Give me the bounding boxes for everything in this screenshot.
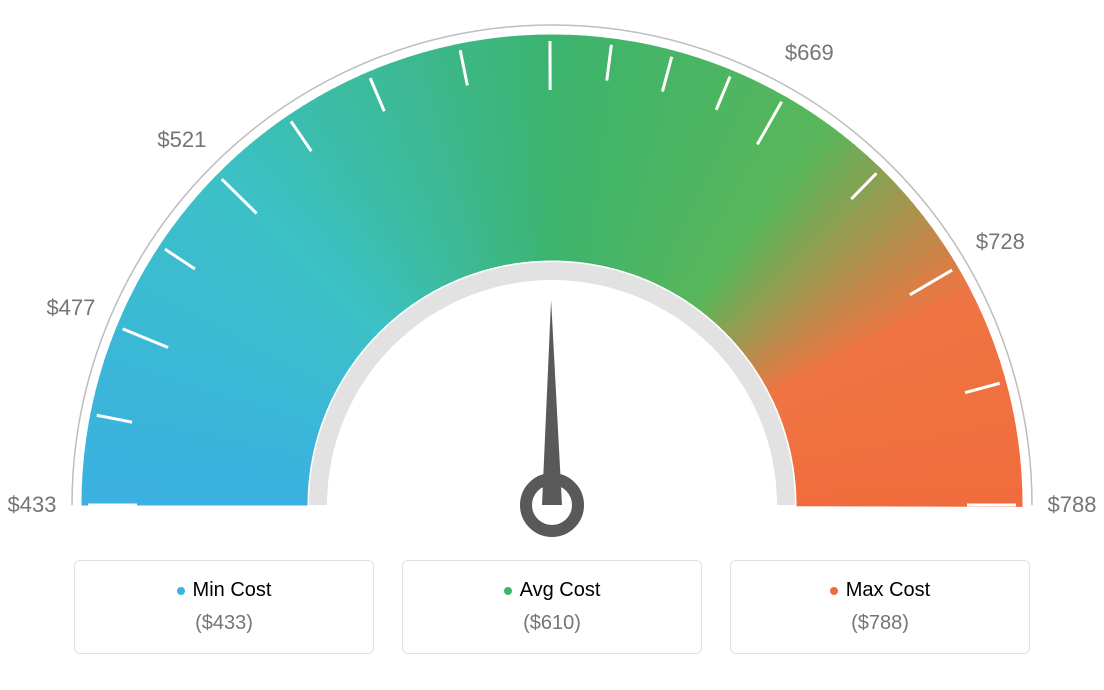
legend-row: Min Cost ($433) Avg Cost ($610) Max Cost… (0, 560, 1104, 654)
gauge-tick-label: $477 (46, 295, 95, 321)
legend-title-avg: Avg Cost (504, 579, 601, 602)
dot-icon (177, 587, 185, 595)
legend-label: Max Cost (846, 579, 930, 602)
legend-value-avg: ($610) (423, 612, 681, 635)
legend-value-max: ($788) (751, 612, 1009, 635)
legend-card-max: Max Cost ($788) (730, 560, 1030, 654)
gauge-tick-label: $521 (157, 127, 206, 153)
dot-icon (830, 587, 838, 595)
gauge-tick-label: $433 (8, 492, 57, 518)
cost-gauge-chart: $433$477$521$610$669$728$788 (0, 0, 1104, 560)
legend-value-min: ($433) (95, 612, 353, 635)
legend-label: Min Cost (193, 579, 272, 602)
legend-card-min: Min Cost ($433) (74, 560, 374, 654)
gauge-tick-label: $669 (785, 40, 834, 66)
gauge-tick-label: $788 (1048, 492, 1097, 518)
gauge-tick-label: $728 (976, 229, 1025, 255)
dot-icon (504, 587, 512, 595)
legend-title-max: Max Cost (830, 579, 930, 602)
legend-card-avg: Avg Cost ($610) (402, 560, 702, 654)
gauge-svg (0, 0, 1104, 560)
legend-label: Avg Cost (520, 579, 601, 602)
legend-title-min: Min Cost (177, 579, 272, 602)
